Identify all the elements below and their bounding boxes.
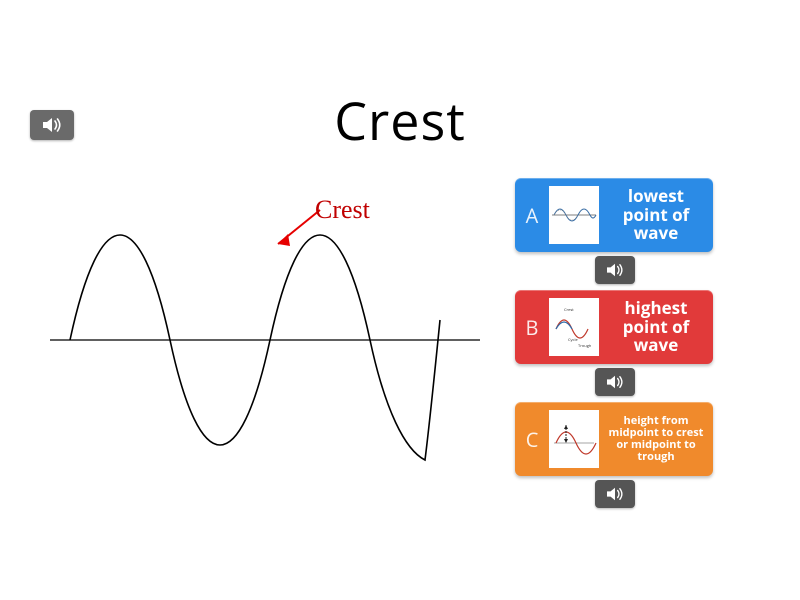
wave-svg [30,180,490,490]
diagram-crest-label: Crest [315,195,370,225]
option-b[interactable]: B Crest Trough Cycle highest point of wa… [515,290,713,364]
speaker-icon [605,374,625,390]
crest-arrow [278,210,320,246]
option-letter: B [521,314,543,341]
option-text: lowest point of wave [605,187,707,243]
wave-path [70,235,440,460]
audio-button-main[interactable] [30,110,74,140]
audio-button-option-c[interactable] [595,480,635,508]
speaker-icon [605,262,625,278]
svg-text:Cycle: Cycle [568,338,578,343]
options-column: A lowest point of wave B Crest [515,178,715,514]
option-text: highest point of wave [605,299,707,355]
option-thumb-b: Crest Trough Cycle [549,298,599,356]
wave-diagram [30,180,500,500]
option-thumb-a [549,186,599,244]
speaker-icon [605,486,625,502]
page-title: Crest [0,85,800,156]
audio-button-option-a[interactable] [595,256,635,284]
option-text: height from midpoint to crest or midpoin… [605,415,707,463]
speaker-icon [41,116,63,134]
option-letter: C [521,426,543,453]
svg-text:Crest: Crest [564,308,574,313]
option-thumb-c [549,410,599,468]
option-a[interactable]: A lowest point of wave [515,178,713,252]
audio-button-option-b[interactable] [595,368,635,396]
option-c[interactable]: C height from midpoint to crest or midpo… [515,402,713,476]
option-letter: A [521,202,543,229]
svg-text:Trough: Trough [578,344,592,349]
